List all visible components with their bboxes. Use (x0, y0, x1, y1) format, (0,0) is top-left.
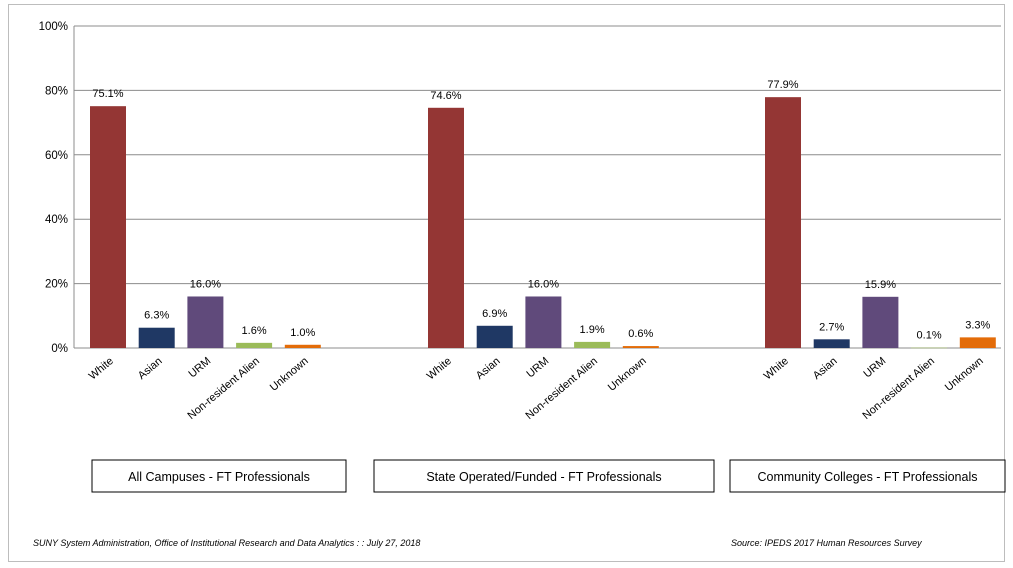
data-label: 15.9% (865, 279, 896, 291)
group-label-box (91, 459, 347, 493)
group-label: State Operated/Funded - FT Professionals (426, 470, 661, 484)
bar (525, 296, 562, 348)
bar (138, 327, 175, 348)
x-tick-label: Asian (811, 355, 840, 382)
x-tick-label: URM (186, 355, 213, 380)
bar (187, 296, 224, 348)
y-tick-label: 100% (39, 21, 68, 33)
data-label: 0.6% (628, 328, 653, 340)
x-tick-label: Unknown (943, 355, 986, 394)
data-label: 6.9% (482, 308, 507, 320)
x-tick-label: White (87, 355, 116, 382)
x-tick-label: URM (861, 355, 888, 380)
y-tick-label: 80% (45, 85, 68, 97)
data-label: 16.0% (190, 278, 221, 290)
y-tick-label: 0% (51, 343, 68, 355)
bar (959, 337, 996, 348)
bar (622, 346, 659, 348)
x-tick-label: Unknown (606, 355, 649, 394)
footer-credit: SUNY System Administration, Office of In… (33, 538, 421, 548)
bar (90, 106, 126, 348)
bar (813, 339, 850, 348)
data-label: 75.1% (92, 88, 123, 100)
bar (574, 341, 611, 348)
data-label: 74.6% (430, 90, 461, 102)
data-label: 1.6% (242, 325, 267, 337)
data-label: 0.1% (917, 330, 942, 342)
x-tick-label: White (762, 355, 791, 382)
group-label: All Campuses - FT Professionals (128, 470, 310, 484)
bar (428, 107, 464, 349)
bar (911, 347, 948, 349)
bar (476, 325, 513, 348)
x-tick-label: Unknown (268, 355, 311, 394)
bar (284, 344, 321, 348)
x-tick-label: URM (524, 355, 551, 380)
group-label: Community Colleges - FT Professionals (758, 470, 978, 484)
footer-source: Source: IPEDS 2017 Human Resources Surve… (731, 538, 922, 548)
data-label: 16.0% (528, 278, 559, 290)
data-label: 3.3% (965, 319, 990, 331)
y-tick-label: 40% (45, 214, 68, 226)
x-tick-label: Asian (136, 355, 165, 382)
bar (236, 342, 273, 348)
bar (765, 97, 801, 348)
group-label-box (729, 459, 1006, 493)
data-label: 77.9% (767, 79, 798, 91)
y-tick-label: 60% (45, 150, 68, 162)
data-label: 1.9% (580, 324, 605, 336)
data-label: 6.3% (144, 310, 169, 322)
bar (862, 296, 899, 348)
group-label-box (373, 459, 715, 493)
x-tick-label: White (425, 355, 454, 382)
data-label: 1.0% (290, 327, 315, 339)
x-tick-label: Asian (474, 355, 503, 382)
data-label: 2.7% (819, 321, 844, 333)
y-tick-label: 20% (45, 279, 68, 291)
